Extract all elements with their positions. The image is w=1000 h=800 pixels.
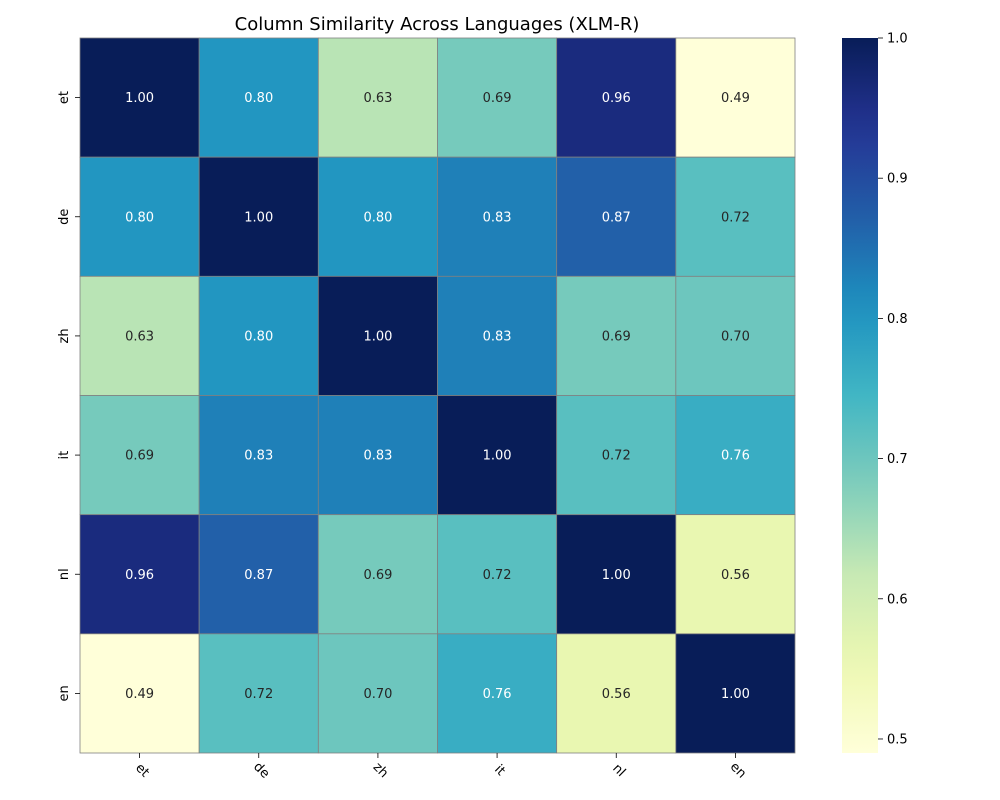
x-tick-label-en: en xyxy=(727,759,749,781)
heatmap-cell-zh-et xyxy=(79,275,200,396)
heatmap-cell-de-de xyxy=(198,156,319,277)
cell-value-en-en: 1.00 xyxy=(721,687,750,702)
chart-title: Column Similarity Across Languages (XLM-… xyxy=(235,14,640,35)
x-tick-label-et: et xyxy=(132,761,152,781)
heatmap-cell-et-de xyxy=(198,37,319,158)
colorbar-tick-label-0.9: 0.9 xyxy=(887,172,908,187)
cell-value-en-nl: 0.56 xyxy=(602,687,631,702)
cell-value-zh-en: 0.70 xyxy=(721,329,750,344)
heatmap-cell-nl-it xyxy=(437,514,558,635)
cell-value-nl-de: 0.87 xyxy=(244,568,273,583)
heatmap-cell-et-zh xyxy=(317,37,438,158)
cell-value-de-et: 0.80 xyxy=(125,210,154,225)
y-tick-labels: et de zh it nl en xyxy=(57,91,80,702)
cell-value-it-nl: 0.72 xyxy=(602,449,631,464)
cell-value-zh-it: 0.83 xyxy=(483,329,512,344)
cell-value-zh-de: 0.80 xyxy=(244,329,273,344)
heatmap-cell-it-nl xyxy=(556,395,677,516)
heatmap-cell-zh-en xyxy=(675,275,796,396)
cell-value-nl-it: 0.72 xyxy=(483,568,512,583)
cell-value-it-et: 0.69 xyxy=(125,449,154,464)
cell-value-nl-en: 0.56 xyxy=(721,568,750,583)
cell-value-et-et: 1.00 xyxy=(125,91,154,106)
y-tick-label-de: de xyxy=(57,209,72,225)
heatmap-cell-it-zh xyxy=(317,395,438,516)
heatmap-cell-it-it xyxy=(437,395,558,516)
colorbar-gradient xyxy=(842,38,878,753)
heatmap-cell-en-nl xyxy=(556,633,677,754)
y-tick-label-en: en xyxy=(57,685,72,701)
cell-value-de-de: 1.00 xyxy=(244,210,273,225)
colorbar-tick-label-0.6: 0.6 xyxy=(887,592,908,607)
heatmap-cell-zh-nl xyxy=(556,275,677,396)
x-tick-label-zh: zh xyxy=(370,760,391,781)
heatmap-cell-et-et xyxy=(79,37,200,158)
cell-value-en-de: 0.72 xyxy=(244,687,273,702)
colorbar-tick-label-0.7: 0.7 xyxy=(887,452,908,467)
heatmap-cell-et-en xyxy=(675,37,796,158)
cell-value-de-zh: 0.80 xyxy=(363,210,392,225)
heatmap-cell-zh-de xyxy=(198,275,319,396)
heatmap-cell-de-it xyxy=(437,156,558,277)
heatmap-cell-nl-et xyxy=(79,514,200,635)
heatmap-cell-en-it xyxy=(437,633,558,754)
x-tick-labels: et de zh it nl en xyxy=(132,753,749,782)
y-tick-label-nl: nl xyxy=(57,568,72,580)
x-tick-label-nl: nl xyxy=(609,761,628,780)
heatmap-cell-nl-zh xyxy=(317,514,438,635)
cell-value-et-nl: 0.96 xyxy=(602,91,631,106)
heatmap-cell-nl-en xyxy=(675,514,796,635)
cell-value-et-it: 0.69 xyxy=(483,91,512,106)
heatmap-cell-it-en xyxy=(675,395,796,516)
heatmap-cell-it-et xyxy=(79,395,200,516)
heatmap-cell-it-de xyxy=(198,395,319,516)
cell-value-nl-nl: 1.00 xyxy=(602,568,631,583)
colorbar: 0.5 0.6 0.7 0.8 0.9 1.0 xyxy=(842,32,908,753)
y-tick-label-et: et xyxy=(57,91,72,104)
cell-value-et-en: 0.49 xyxy=(721,91,750,106)
cell-value-it-en: 0.76 xyxy=(721,449,750,464)
cell-value-de-nl: 0.87 xyxy=(602,210,631,225)
cell-value-en-zh: 0.70 xyxy=(363,687,392,702)
cell-value-zh-nl: 0.69 xyxy=(602,329,631,344)
heatmap-cell-zh-zh xyxy=(317,275,438,396)
x-tick-label-it: it xyxy=(491,762,508,779)
heatmap-cell-de-en xyxy=(675,156,796,277)
heatmap-cells: 1.00 0.80 0.63 0.69 0.96 0.49 0.80 1.00 0.80 0.83… xyxy=(79,37,796,754)
cell-value-nl-zh: 0.69 xyxy=(363,568,392,583)
cell-value-et-zh: 0.63 xyxy=(363,91,392,106)
heatmap-cell-en-et xyxy=(79,633,200,754)
heatmap-cell-zh-it xyxy=(437,275,558,396)
cell-value-nl-et: 0.96 xyxy=(125,568,154,583)
heatmap-cell-et-nl xyxy=(556,37,677,158)
cell-value-it-it: 1.00 xyxy=(483,449,512,464)
y-tick-label-zh: zh xyxy=(57,328,72,343)
cell-value-de-en: 0.72 xyxy=(721,210,750,225)
cell-value-de-it: 0.83 xyxy=(483,210,512,225)
cell-value-et-de: 0.80 xyxy=(244,91,273,106)
colorbar-tick-label-0.5: 0.5 xyxy=(887,732,908,747)
cell-value-en-it: 0.76 xyxy=(483,687,512,702)
x-tick-label-de: de xyxy=(250,759,272,781)
colorbar-tick-label-0.8: 0.8 xyxy=(887,312,908,327)
cell-value-en-et: 0.49 xyxy=(125,687,154,702)
cell-value-it-zh: 0.83 xyxy=(363,449,392,464)
cell-value-zh-zh: 1.00 xyxy=(363,329,392,344)
heatmap-cell-en-en xyxy=(675,633,796,754)
colorbar-tick-label-1.0: 1.0 xyxy=(887,32,908,47)
heatmap-cell-et-it xyxy=(437,37,558,158)
cell-value-it-de: 0.83 xyxy=(244,449,273,464)
heatmap-cell-de-et xyxy=(79,156,200,277)
heatmap-cell-nl-nl xyxy=(556,514,677,635)
y-tick-label-it: it xyxy=(57,451,72,460)
cell-value-zh-et: 0.63 xyxy=(125,329,154,344)
